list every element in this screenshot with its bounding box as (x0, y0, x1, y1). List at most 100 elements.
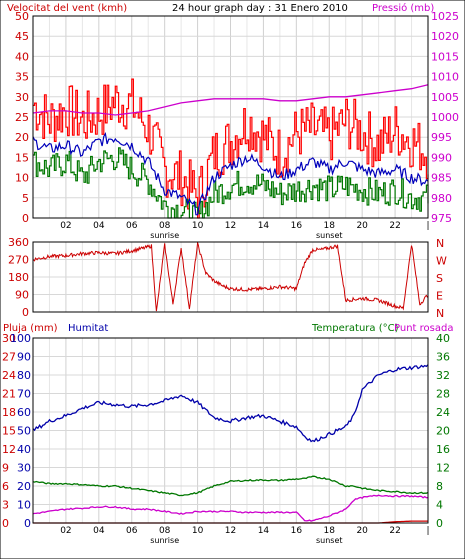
compass-label: N (436, 307, 444, 320)
direction-frame (32, 241, 429, 313)
wind-y-tick: 15 (15, 151, 29, 164)
hum-x-tick: 02 (60, 526, 71, 536)
hum-x-tick: 10 (192, 526, 204, 536)
hum-x-tick: 16 (291, 526, 303, 536)
temperature-y-tick: 4 (436, 499, 443, 512)
pressure-y-tick: 990 (431, 151, 452, 164)
humidity-y-tick: 70 (17, 388, 31, 401)
hum-sunrise-label: sunrise (150, 536, 179, 545)
rain-y-tick: 12 (2, 443, 16, 456)
rain-y-tick: 3 (2, 499, 9, 512)
pressure-y-tick: 1020 (431, 30, 459, 43)
rain-y-tick: 6 (2, 480, 9, 493)
hum-x-tick: 06 (126, 526, 138, 536)
hum-x-tick: 04 (93, 526, 105, 536)
humidity-y-tick: 30 (17, 462, 31, 475)
wind-x-tick: 18 (324, 221, 336, 231)
wind-sunrise-label: sunrise (150, 231, 179, 240)
hum-x-tick: 20 (356, 526, 368, 536)
pressure-y-tick: 975 (431, 212, 452, 225)
wind-y-tick: 10 (15, 172, 29, 185)
hum-x-tick: 14 (258, 526, 270, 536)
wind-x-tick: 22 (389, 221, 400, 231)
humidity-y-tick: 60 (17, 406, 31, 419)
hum-x-tick: | (426, 526, 429, 536)
wind-y-tick: 30 (15, 91, 29, 104)
humidity-temperature-chart: 0369121518212427300102030405060708090100… (2, 332, 450, 545)
humidity-line (32, 364, 429, 443)
humidity-y-tick: 90 (17, 351, 31, 364)
wind-average-line (32, 131, 429, 216)
direction-y-tick: 360 (8, 236, 29, 249)
rain-y-tick: 0 (2, 517, 9, 530)
rain-y-tick: 18 (2, 406, 16, 419)
pressure-y-tick: 995 (431, 131, 452, 144)
temperature-y-tick: 16 (436, 443, 450, 456)
rain-y-tick: 21 (2, 388, 16, 401)
compass-label: W (436, 255, 447, 268)
temperature-line (32, 475, 429, 497)
pressure-y-tick: 1010 (431, 71, 459, 84)
pressure-y-tick: 1000 (431, 111, 459, 124)
pressure-y-tick: 985 (431, 172, 452, 185)
pressure-axis-title: Pressió (mb) (372, 2, 434, 14)
direction-y-tick: 0 (22, 306, 29, 319)
humidity-y-tick: 40 (17, 443, 31, 456)
wind-sunset-label: sunset (316, 231, 343, 240)
wind-axis-title: Velocitat del vent (kmh) (7, 3, 127, 14)
hum-x-tick: 12 (225, 526, 236, 536)
temperature-y-tick: 24 (436, 406, 450, 419)
hum-sunset-label: sunset (316, 536, 343, 545)
temperature-y-tick: 20 (436, 425, 450, 438)
wind-y-tick: 45 (15, 30, 29, 43)
pressure-y-tick: 1005 (431, 91, 459, 104)
compass-label: E (436, 290, 443, 303)
pressure-y-tick: 1025 (431, 10, 459, 23)
temperature-axis-title: Temperatura (°C) (311, 323, 399, 334)
wind-y-tick: 5 (22, 192, 29, 205)
dew-point-line (32, 494, 428, 522)
humidity-y-tick: 80 (17, 369, 31, 382)
wind-y-tick: 0 (22, 212, 29, 225)
wind-y-tick: 20 (15, 131, 29, 144)
wind-y-tick: 50 (15, 10, 29, 23)
hum-x-tick: 22 (389, 526, 400, 536)
humidity-y-tick: 20 (17, 480, 31, 493)
rain-y-tick: 15 (2, 425, 16, 438)
wind-x-tick: 10 (192, 221, 204, 231)
pressure-y-tick: 1015 (431, 50, 459, 63)
direction-y-tick: 90 (15, 289, 29, 302)
rain-axis-title: Pluja (mm) (3, 323, 58, 334)
wind-x-tick: 02 (60, 221, 71, 231)
hum-x-tick: 18 (324, 526, 336, 536)
wind-y-tick: 35 (15, 71, 29, 84)
wind-y-tick: 40 (15, 50, 29, 63)
wind-x-tick: 04 (93, 221, 105, 231)
wind-x-tick: 16 (291, 221, 303, 231)
humidity-y-tick: 0 (24, 517, 31, 530)
temperature-y-tick: 40 (436, 332, 450, 345)
temperature-y-tick: 12 (436, 462, 450, 475)
humidity-y-tick: 50 (17, 425, 31, 438)
wind-low-line (33, 147, 429, 219)
temperature-y-tick: 8 (436, 480, 443, 493)
wind-y-tick: 25 (15, 111, 29, 124)
rain-y-tick: 27 (2, 351, 16, 364)
dew-axis-title: Punt rosada (394, 323, 453, 334)
wind-x-tick: 06 (126, 221, 138, 231)
humidity-y-tick: 10 (17, 499, 31, 512)
hum-frame (32, 337, 429, 524)
wind-x-tick: 20 (356, 221, 368, 231)
wind-x-tick: 14 (258, 221, 270, 231)
wind-x-tick: 12 (225, 221, 236, 231)
compass-label: N (436, 237, 444, 250)
pressure-line (32, 84, 429, 116)
humidity-y-tick: 100 (10, 332, 31, 345)
wind-pressure-chart: 0510152025303540455097598098599099510001… (15, 10, 459, 240)
rain-y-tick: 30 (2, 332, 16, 345)
wind-x-tick: | (426, 221, 429, 231)
temperature-y-tick: 28 (436, 388, 450, 401)
temperature-y-tick: 32 (436, 369, 450, 382)
